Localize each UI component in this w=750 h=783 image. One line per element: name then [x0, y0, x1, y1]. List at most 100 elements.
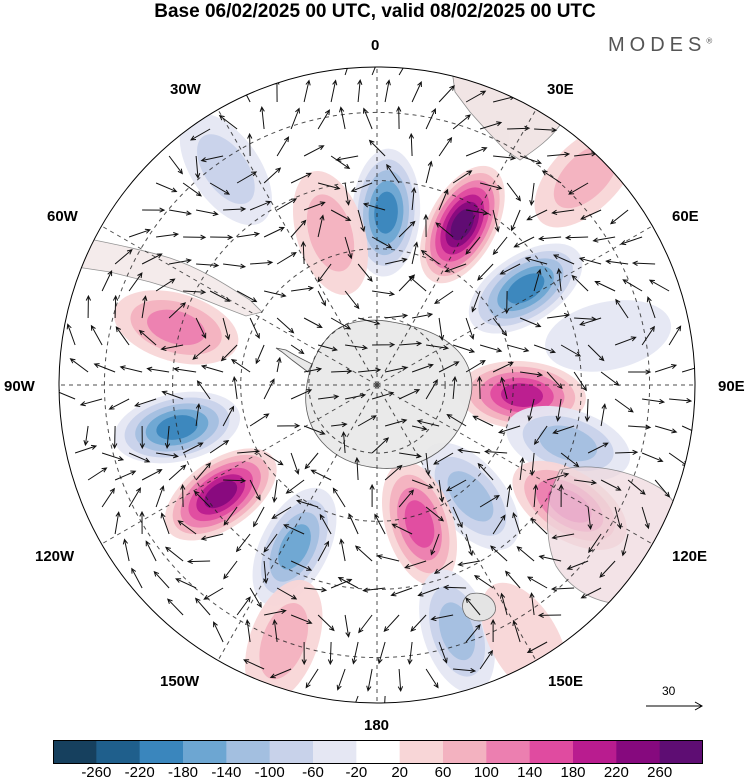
lon-label-60w: 60W: [47, 208, 78, 225]
wind-vector: [538, 554, 562, 562]
meridian-line: [217, 384, 378, 661]
wind-vector: [615, 449, 639, 456]
wind-vector: [255, 344, 265, 365]
wind-vector: [628, 369, 652, 375]
wind-vector: [578, 256, 602, 265]
wind-vector: [155, 278, 176, 292]
wind-vector: [465, 90, 487, 103]
wind-vector: [269, 668, 292, 679]
wind-vector: [131, 567, 143, 589]
wind-vector: [200, 533, 224, 541]
wind-vector: [512, 512, 521, 535]
wind-vector: [115, 326, 130, 346]
wind-vector: [399, 452, 422, 459]
colorbar-tick-label: 20: [391, 764, 408, 781]
wind-vector: [354, 456, 360, 481]
wind-vector: [344, 393, 367, 400]
wind-vector: [376, 554, 400, 562]
anomaly-contour: [306, 194, 355, 272]
wind-vector: [426, 344, 450, 351]
wind-vector: [412, 312, 434, 319]
wind-vector: [223, 506, 238, 526]
wind-vector: [558, 483, 564, 508]
wind-vector: [327, 641, 334, 666]
wind-vector: [587, 506, 593, 531]
wind-vector: [69, 358, 89, 373]
wind-vector: [526, 641, 548, 654]
wind-vector: [341, 431, 347, 454]
wind-vector: [272, 619, 278, 643]
wind-vector: [430, 614, 454, 622]
anomaly-contour: [204, 480, 238, 509]
colorbar-tick-label: -220: [124, 764, 155, 781]
wind-vector: [272, 479, 278, 503]
wind-vector: [477, 263, 494, 281]
wind-vector: [263, 378, 275, 400]
wind-vector: [438, 479, 445, 503]
wind-vector: [209, 182, 231, 195]
wind-vector: [386, 163, 400, 184]
wind-vector: [249, 200, 272, 211]
wind-vector: [305, 668, 319, 689]
wind-vector: [146, 366, 170, 373]
lon-label-30w: 30W: [170, 81, 201, 98]
wind-vector: [317, 182, 341, 190]
wind-vector: [605, 259, 629, 265]
wind-vector: [348, 512, 359, 535]
wind-vector: [218, 114, 238, 130]
wind-vector: [504, 290, 510, 315]
wind-vector: [182, 182, 202, 197]
wind-vector: [177, 520, 197, 535]
anomaly-contour: [501, 383, 544, 407]
meridian-line: [101, 384, 378, 545]
wind-vector: [566, 560, 589, 570]
wind-vector: [398, 389, 421, 400]
wind-vector: [90, 324, 103, 346]
wind-vector: [101, 452, 125, 461]
colorbar-swatch: [443, 740, 487, 764]
wind-vector: [457, 560, 481, 567]
wind-vector: [296, 499, 319, 508]
wind-vector: [155, 485, 165, 508]
wind-vector: [396, 105, 402, 130]
wind-vector: [183, 289, 207, 295]
wind-vector: [371, 391, 395, 400]
wind-vector: [609, 209, 629, 225]
wind-vector: [290, 614, 313, 624]
lon-label-120w: 120W: [35, 548, 75, 565]
wind-vector: [473, 575, 494, 589]
wind-vector: [407, 641, 413, 665]
wind-vector: [411, 186, 417, 211]
wind-vector: [513, 236, 535, 248]
wind-vector: [79, 398, 103, 407]
wind-vector: [438, 85, 455, 103]
wind-vector: [534, 127, 558, 133]
wind-vector: [153, 570, 170, 589]
wind-vector: [457, 448, 481, 454]
wind-vector: [452, 114, 471, 130]
wind-vector: [631, 260, 656, 266]
wind-vector: [372, 290, 396, 297]
wind-vector: [331, 368, 353, 374]
colorbar-tick-label: 140: [517, 764, 543, 781]
wind-vector: [331, 422, 348, 428]
wind-vector: [330, 209, 352, 222]
wind-vector: [168, 302, 187, 319]
wind-vector: [247, 132, 253, 157]
wind-vector: [319, 513, 332, 535]
wind-vector: [620, 236, 643, 246]
wind-vector: [222, 317, 231, 341]
anomaly-center-1: [419, 165, 505, 284]
registered-mark: ®: [706, 36, 713, 46]
wind-vector: [408, 132, 415, 157]
wind-vector: [344, 182, 351, 206]
wind-vector: [304, 367, 323, 373]
wind-vector: [253, 506, 265, 528]
wind-vector: [169, 209, 192, 216]
lon-label-0: 0: [371, 37, 380, 54]
wind-vector: [490, 545, 508, 562]
wind-vector: [357, 209, 366, 233]
wind-vector: [112, 425, 118, 450]
wind-vector: [276, 198, 298, 211]
wind-vector: [614, 336, 637, 346]
